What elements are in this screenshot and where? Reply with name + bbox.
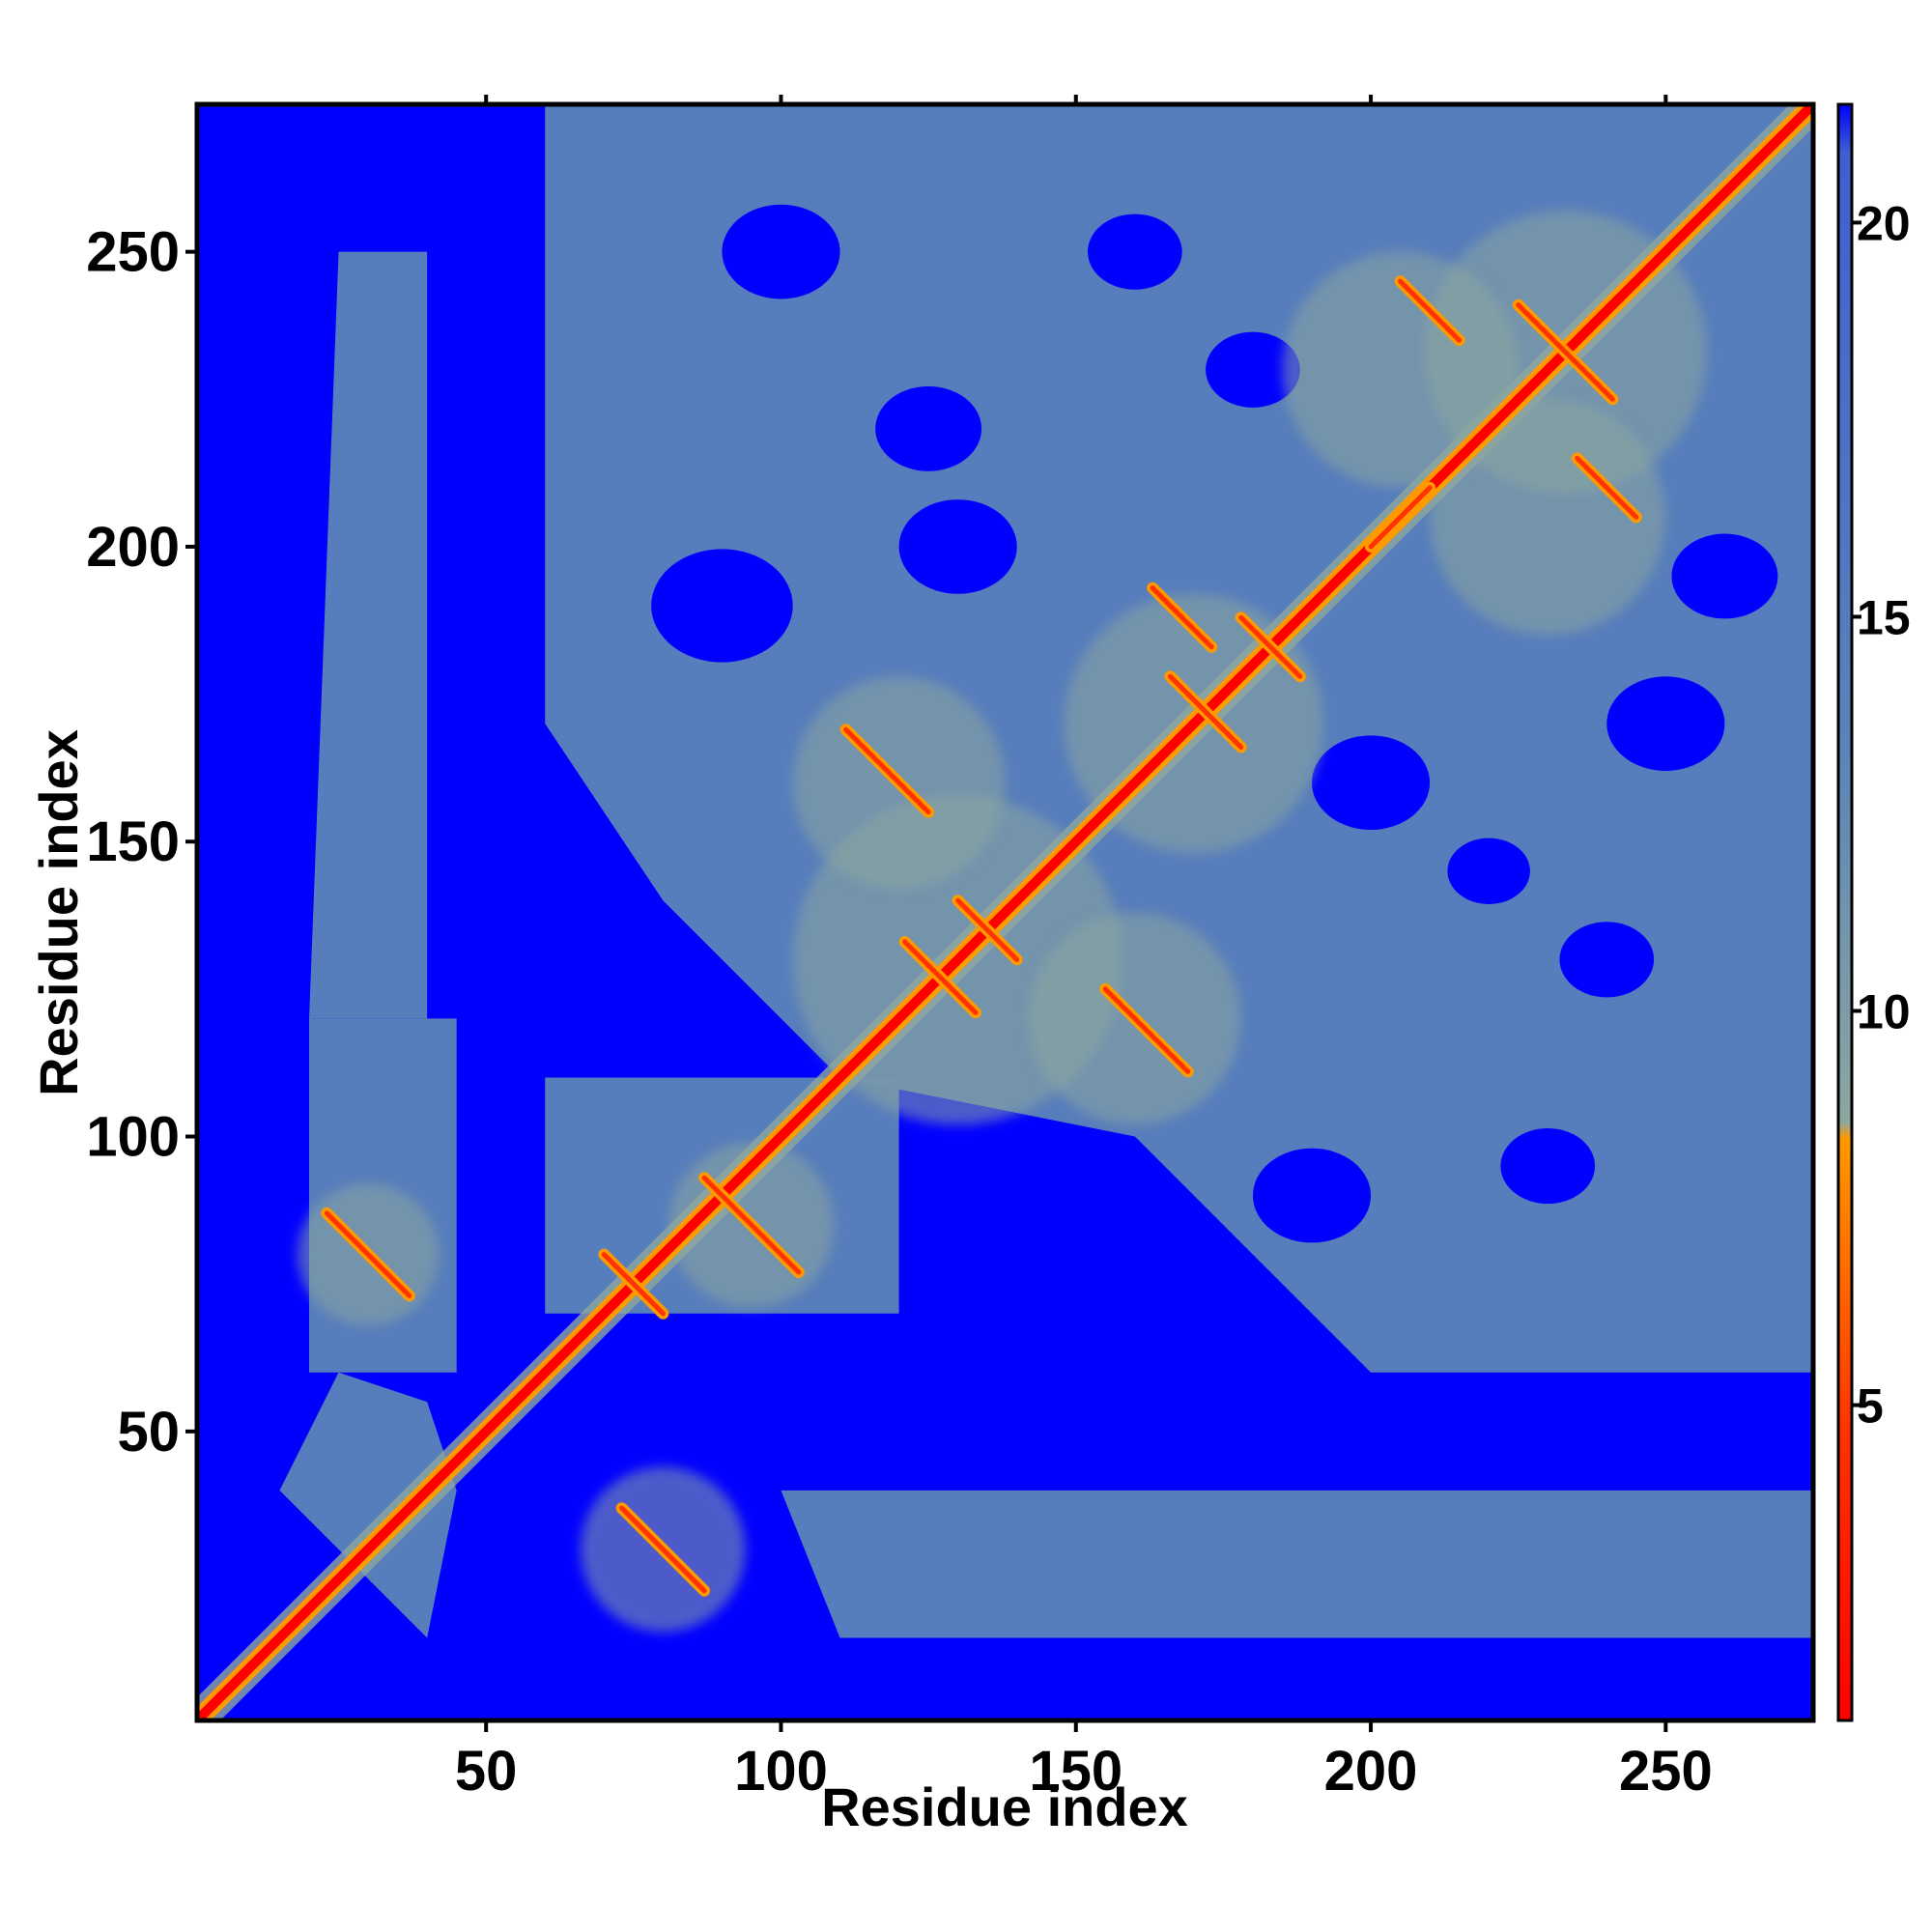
y-tick-label: 200 xyxy=(86,516,180,579)
heatmap-hole xyxy=(1253,1149,1371,1243)
colorbar-ticks: 5 10 15 20 xyxy=(1852,196,1911,1433)
heatmap-hole xyxy=(651,549,793,662)
y-tick-label: 250 xyxy=(86,221,180,284)
heatmap-hole xyxy=(1559,922,1654,997)
heatmap-hole xyxy=(1500,1128,1595,1204)
heatmap-hole xyxy=(1606,676,1724,771)
x-tick-label: 50 xyxy=(455,1740,518,1803)
x-axis-title: Residue index xyxy=(821,1776,1188,1837)
x-tick-label: 200 xyxy=(1324,1740,1418,1803)
heatmap-hole xyxy=(1088,214,1182,290)
colorbar xyxy=(1838,104,1852,1720)
colorbar-tick-label: 10 xyxy=(1857,985,1911,1039)
heatmap-hole xyxy=(1447,838,1529,904)
heatmap-hole xyxy=(1671,534,1777,619)
colorbar-tick-label: 15 xyxy=(1857,590,1911,644)
x-tick-label: 250 xyxy=(1619,1740,1713,1803)
heatmap-hole xyxy=(1029,1187,1123,1263)
colorbar-tick-label: 5 xyxy=(1857,1379,1884,1434)
y-axis-ticks: 50 100 150 200 250 xyxy=(86,221,197,1463)
heatmap-hole xyxy=(875,386,981,471)
x-tick-label: 100 xyxy=(734,1740,828,1803)
heatmap-hole xyxy=(1312,735,1430,830)
heatmap-hole xyxy=(899,499,1017,594)
y-tick-label: 50 xyxy=(117,1401,180,1463)
y-tick-label: 100 xyxy=(86,1106,180,1169)
colorbar-tick-label: 20 xyxy=(1857,196,1911,250)
y-tick-label: 150 xyxy=(86,810,180,873)
heatmap-region xyxy=(781,1491,1813,1638)
y-axis-title: Residue index xyxy=(28,729,89,1096)
heatmap-hole xyxy=(722,205,839,299)
